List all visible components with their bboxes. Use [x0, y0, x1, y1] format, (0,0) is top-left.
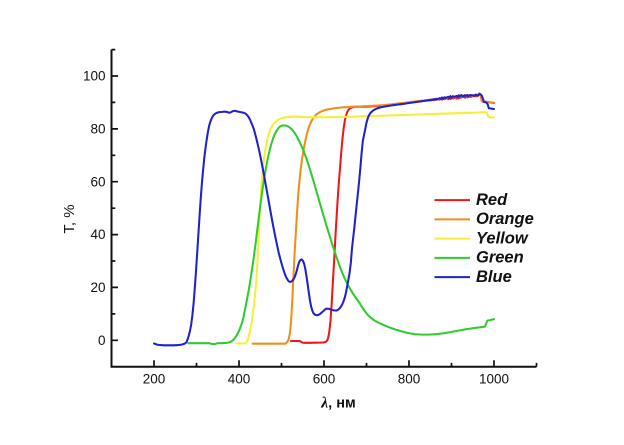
svg-text:800: 800: [398, 372, 421, 387]
svg-text:600: 600: [313, 372, 336, 387]
svg-text:80: 80: [90, 122, 105, 137]
svg-text:Blue: Blue: [476, 268, 512, 286]
svg-text:200: 200: [143, 372, 166, 387]
svg-text:400: 400: [228, 372, 251, 387]
svg-text:100: 100: [83, 69, 106, 84]
svg-text:Red: Red: [476, 191, 508, 209]
svg-text:Green: Green: [476, 249, 524, 267]
svg-text:Yellow: Yellow: [476, 229, 529, 247]
svg-text:20: 20: [90, 280, 105, 295]
svg-text:Orange: Orange: [476, 210, 534, 228]
svg-text:40: 40: [90, 227, 105, 242]
svg-text:λ, нм: λ, нм: [320, 394, 355, 411]
svg-text:60: 60: [90, 174, 105, 189]
svg-text:0: 0: [98, 333, 106, 348]
svg-text:1000: 1000: [479, 372, 509, 387]
svg-text:T, %: T, %: [61, 204, 78, 233]
